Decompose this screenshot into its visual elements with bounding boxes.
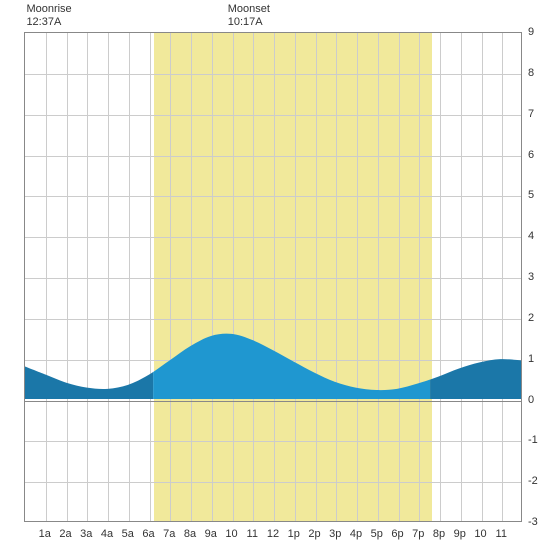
moonset-label: Moonset bbox=[228, 3, 270, 16]
x-axis-label: 1a bbox=[39, 528, 51, 540]
x-axis-label: 7p bbox=[412, 528, 424, 540]
moonset-annotation: Moonset 10:17A bbox=[228, 3, 270, 29]
y-axis-label: 4 bbox=[528, 230, 534, 242]
x-axis-label: 10 bbox=[225, 528, 237, 540]
moonrise-annotation: Moonrise 12:37A bbox=[26, 3, 71, 29]
y-axis-label: -1 bbox=[528, 434, 538, 446]
x-axis-label: 4p bbox=[350, 528, 362, 540]
y-axis-label: 9 bbox=[528, 26, 534, 38]
x-axis-label: 11 bbox=[496, 528, 507, 540]
x-axis-label: 6p bbox=[391, 528, 403, 540]
moonrise-time: 12:37A bbox=[26, 16, 71, 29]
y-axis-label: 6 bbox=[528, 149, 534, 161]
x-axis-label: 4a bbox=[101, 528, 113, 540]
x-axis-label: 2p bbox=[308, 528, 320, 540]
y-axis-label: -3 bbox=[528, 516, 538, 528]
x-axis-label: 1p bbox=[288, 528, 300, 540]
y-axis-label: 5 bbox=[528, 189, 534, 201]
y-axis-label: 8 bbox=[528, 67, 534, 79]
y-axis-label: 1 bbox=[528, 353, 534, 365]
x-axis-label: 5a bbox=[122, 528, 134, 540]
x-axis-label: 8p bbox=[433, 528, 445, 540]
y-axis-label: 0 bbox=[528, 394, 534, 406]
x-axis-label: 8a bbox=[184, 528, 196, 540]
y-axis-label: 7 bbox=[528, 108, 534, 120]
x-axis-label: 12 bbox=[267, 528, 279, 540]
x-axis-label: 11 bbox=[247, 528, 258, 540]
y-axis-label: 3 bbox=[528, 271, 534, 283]
x-axis-label: 9a bbox=[205, 528, 217, 540]
x-axis-label: 9p bbox=[454, 528, 466, 540]
x-axis-label: 5p bbox=[371, 528, 383, 540]
y-axis-label: -2 bbox=[528, 475, 538, 487]
plot-area bbox=[24, 32, 522, 522]
moonrise-label: Moonrise bbox=[26, 3, 71, 16]
x-axis-label: 6a bbox=[142, 528, 154, 540]
tide-area bbox=[25, 33, 521, 521]
x-axis-label: 3a bbox=[80, 528, 92, 540]
x-axis-label: 7a bbox=[163, 528, 175, 540]
x-axis-label: 10 bbox=[474, 528, 486, 540]
x-axis-label: 3p bbox=[329, 528, 341, 540]
tide-chart: Moonrise 12:37A Moonset 10:17A 1a 2a 3a 4a 5… bbox=[0, 0, 550, 550]
x-axis-label: 2a bbox=[59, 528, 71, 540]
moonset-time: 10:17A bbox=[228, 16, 270, 29]
y-axis-label: 2 bbox=[528, 312, 534, 324]
